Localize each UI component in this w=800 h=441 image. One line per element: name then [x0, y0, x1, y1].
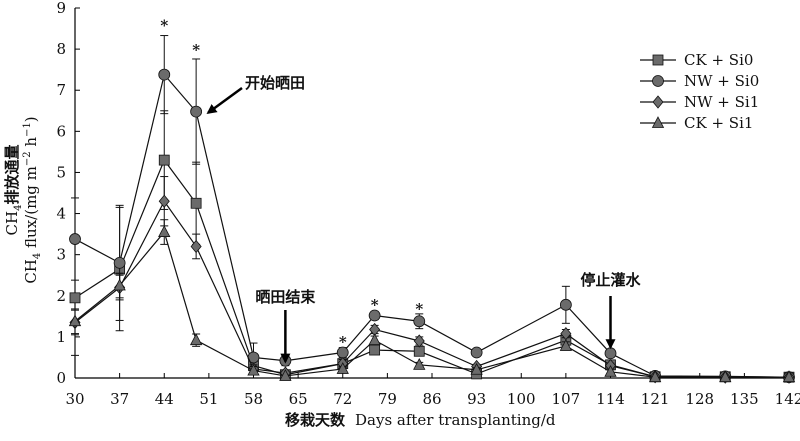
data-point	[69, 233, 81, 245]
legend-label: CK + Si1	[684, 114, 753, 132]
data-point	[158, 154, 170, 166]
annotation-start-drying: 开始晒田	[245, 74, 305, 92]
data-point	[279, 369, 292, 381]
x-tick-label: 107	[552, 390, 581, 408]
x-tick-label: 72	[333, 390, 352, 408]
data-point	[413, 334, 425, 348]
data-point	[470, 346, 483, 359]
data-point	[113, 278, 126, 291]
y-tick-label: 0	[56, 369, 66, 387]
x-axis-label-cn: 移栽天数	[285, 411, 346, 429]
ticks: 0 1 2 3 4 5 6 7 8 9 30 37 44 51 58 65 72 79 86 93 100 107 114 1…	[56, 0, 800, 408]
axes	[74, 8, 789, 379]
data-point	[68, 314, 82, 327]
y-tick-label: 6	[56, 122, 66, 140]
data-point	[368, 333, 381, 346]
significance-layer: * * * * *	[160, 16, 423, 351]
x-tick-label: 135	[730, 390, 759, 408]
data-point	[413, 315, 426, 328]
y-tick-label: 7	[56, 81, 66, 99]
data-point	[413, 345, 425, 357]
data-point	[719, 370, 732, 383]
data-point	[559, 339, 573, 351]
series-4	[68, 219, 796, 383]
x-tick-label: 86	[422, 390, 441, 408]
significance-marker: *	[371, 296, 379, 314]
legend-marker	[652, 75, 664, 87]
significance-marker: *	[192, 41, 200, 59]
data-point	[190, 239, 202, 254]
y-axis-label: CH4排放通量 CH4 flux/(mg m−2 h−1)	[3, 116, 43, 283]
series-line	[74, 200, 789, 378]
x-tick-label: 58	[244, 390, 263, 408]
x-tick-label: 121	[641, 390, 670, 408]
data-point	[369, 344, 381, 356]
x-tick-label: 65	[289, 390, 308, 408]
series-3	[69, 176, 795, 384]
y-tick-label: 1	[56, 328, 66, 346]
x-axis-label-en: Days after transplanting/d	[355, 411, 556, 429]
legend-marker	[652, 95, 664, 109]
legend-marker	[651, 116, 665, 128]
x-tick-label: 51	[199, 390, 218, 408]
significance-marker: *	[160, 16, 168, 34]
y-axis-label-en: CH4 flux/(mg m−2 h−1)	[22, 116, 43, 283]
data-point	[470, 362, 483, 375]
annotation-end-drying: 晒田结束	[255, 288, 316, 306]
x-tick-label: 30	[65, 390, 84, 408]
legend-label: CK + Si0	[684, 51, 753, 69]
y-tick-label: 2	[56, 287, 66, 305]
data-point	[604, 364, 617, 377]
x-tick-label: 79	[378, 390, 397, 408]
x-tick-label: 37	[110, 390, 129, 408]
x-tick-label: 100	[507, 390, 536, 408]
data-point	[559, 298, 572, 311]
series-line	[74, 230, 789, 378]
significance-marker: *	[339, 333, 347, 351]
legend-marker	[652, 54, 664, 66]
data-point	[247, 363, 260, 376]
x-tick-label: 128	[685, 390, 714, 408]
legend-item-1: CK + Si0	[640, 51, 753, 69]
y-axis-label-cn: CH4排放通量	[3, 145, 24, 236]
x-tick-label: 114	[596, 390, 625, 408]
y-tick-label: 3	[56, 246, 66, 264]
y-tick-label: 5	[56, 163, 66, 181]
legend-item-2: NW + Si0	[640, 72, 759, 90]
legend-item-4: CK + Si1	[640, 114, 753, 132]
data-point	[413, 357, 426, 370]
data-point	[648, 370, 662, 383]
data-point	[69, 292, 81, 304]
data-point	[189, 333, 203, 346]
x-tick-label: 93	[467, 390, 486, 408]
legend-label: NW + Si1	[684, 93, 759, 111]
data-point	[113, 256, 126, 269]
legend-item-3: NW + Si1	[640, 93, 759, 111]
legend-label: NW + Si0	[684, 72, 759, 90]
y-tick-label: 8	[56, 40, 66, 58]
annotation-stop-irrigation: 停止灌水	[580, 271, 641, 289]
legend: CK + Si0 NW + Si0 NW + Si1 CK + Si1	[640, 51, 759, 132]
data-point	[190, 197, 202, 209]
data-point	[158, 194, 170, 208]
data-point	[158, 225, 171, 237]
significance-marker: *	[415, 300, 423, 318]
x-tick-label: 142	[775, 390, 800, 408]
annotation-arrow	[206, 86, 243, 114]
series-layer	[68, 35, 796, 384]
data-point	[158, 68, 171, 81]
data-point	[604, 347, 617, 360]
data-point	[336, 362, 349, 374]
series-line	[74, 158, 790, 378]
y-tick-label: 9	[56, 0, 66, 17]
y-tick-label: 4	[56, 205, 66, 223]
data-point	[368, 309, 381, 322]
series-1	[69, 110, 795, 383]
data-point	[190, 105, 203, 118]
data-point	[782, 370, 796, 383]
x-tick-label: 44	[155, 390, 174, 408]
